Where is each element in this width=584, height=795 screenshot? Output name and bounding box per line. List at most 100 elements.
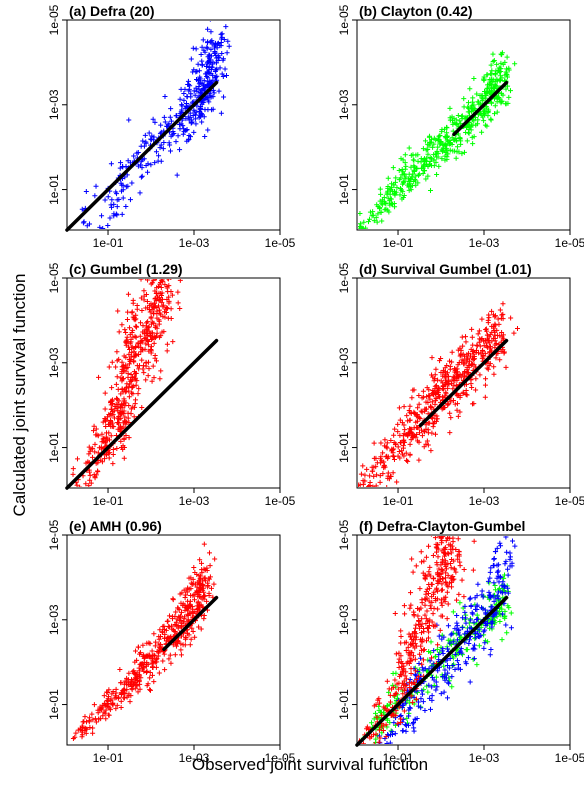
data-point: [149, 378, 155, 384]
data-point: [506, 605, 512, 611]
data-point: [407, 417, 413, 423]
data-point: [107, 417, 113, 423]
data-point: [160, 146, 166, 152]
data-point: [415, 425, 421, 431]
data-point: [121, 695, 127, 701]
data-point: [438, 613, 444, 619]
data-point: [498, 73, 504, 79]
panel-title: (d) Survival Gumbel (1.01): [359, 261, 532, 277]
data-point: [373, 464, 379, 470]
data-point: [425, 689, 431, 695]
data-point: [136, 665, 142, 671]
data-point: [446, 665, 452, 671]
data-point: [215, 58, 221, 64]
data-point: [108, 161, 114, 167]
data-point: [386, 485, 388, 487]
data-point: [381, 704, 387, 710]
series-0: [70, 541, 218, 742]
data-point: [201, 575, 207, 581]
data-point: [126, 435, 132, 441]
data-point: [134, 363, 140, 369]
data-point: [180, 603, 186, 609]
data-point: [103, 452, 109, 458]
data-point: [192, 597, 197, 603]
data-point: [82, 714, 88, 720]
data-point: [393, 189, 399, 195]
data-point: [503, 536, 509, 540]
data-point: [487, 595, 493, 601]
data-point: [482, 382, 488, 388]
data-point: [502, 561, 508, 567]
data-point: [100, 226, 106, 229]
data-point: [437, 579, 443, 585]
y-tick-label: 1e-05: [47, 519, 61, 550]
data-point: [146, 366, 152, 372]
data-point: [431, 591, 437, 597]
data-point: [374, 202, 380, 208]
data-point: [454, 138, 460, 144]
data-point: [183, 592, 189, 598]
data-point: [154, 659, 160, 665]
data-point: [421, 647, 427, 653]
data-point: [193, 85, 199, 91]
data-point: [143, 341, 149, 347]
data-point: [177, 591, 183, 597]
data-point: [414, 431, 420, 437]
data-point: [416, 625, 422, 631]
data-point: [358, 471, 364, 477]
data-point: [445, 138, 451, 144]
data-point: [188, 94, 194, 100]
data-point: [401, 171, 407, 177]
data-point: [417, 586, 423, 592]
data-point: [415, 405, 421, 411]
data-point: [445, 385, 451, 391]
data-point: [165, 618, 171, 624]
data-point: [430, 374, 436, 380]
data-point: [117, 666, 123, 672]
data-point: [151, 340, 157, 346]
data-point: [392, 426, 398, 432]
data-point: [466, 362, 472, 368]
data-point: [445, 402, 451, 408]
data-point: [184, 630, 190, 636]
data-point: [138, 338, 144, 344]
data-point: [461, 567, 467, 573]
data-point: [166, 300, 172, 306]
data-point: [104, 436, 110, 442]
data-point: [406, 426, 412, 432]
data-point: [512, 61, 518, 67]
data-point: [506, 94, 512, 100]
data-point: [212, 43, 218, 49]
data-point: [494, 99, 500, 105]
data-point: [433, 366, 439, 372]
data-point: [214, 66, 220, 72]
data-point: [488, 116, 494, 122]
data-point: [427, 133, 433, 139]
data-point: [206, 550, 212, 556]
data-point: [422, 572, 428, 578]
data-point: [190, 69, 196, 75]
data-point: [204, 69, 210, 75]
data-point: [470, 357, 476, 363]
data-point: [93, 432, 99, 438]
data-point: [125, 415, 131, 421]
data-point: [144, 337, 150, 343]
y-tick-label: 1e-01: [337, 432, 351, 463]
data-point: [143, 661, 149, 667]
data-point: [435, 606, 441, 612]
data-point: [374, 714, 380, 720]
data-point: [405, 698, 411, 704]
data-point: [377, 735, 383, 741]
panel-title: (e) AMH (0.96): [69, 518, 162, 534]
data-point: [493, 548, 499, 554]
data-point: [381, 710, 387, 716]
data-point: [156, 153, 162, 159]
data-point: [204, 45, 210, 51]
data-point: [501, 575, 507, 581]
data-point: [499, 637, 505, 643]
data-point: [408, 634, 414, 640]
data-point: [152, 300, 158, 306]
data-point: [380, 450, 386, 456]
data-point: [99, 213, 105, 219]
data-point: [453, 547, 459, 553]
